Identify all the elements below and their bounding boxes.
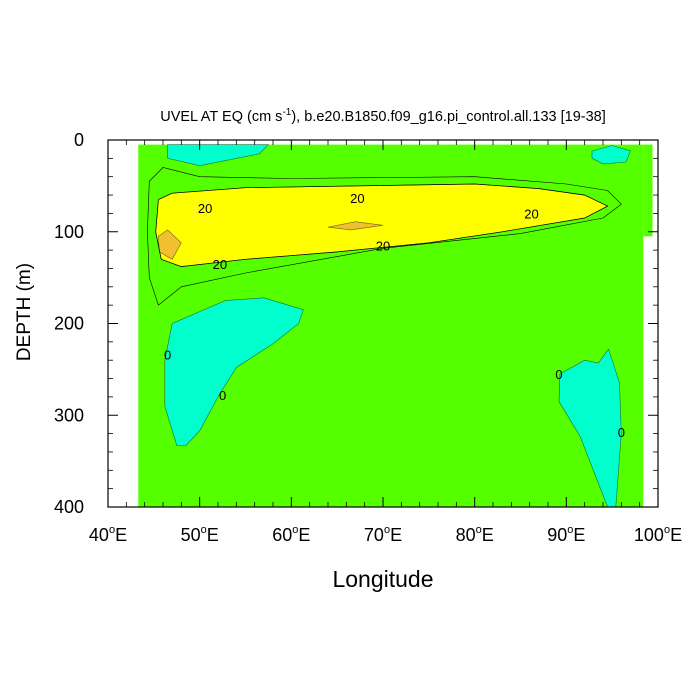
region-band-40-plus-core xyxy=(327,221,384,231)
base-field-edge xyxy=(643,144,653,237)
contour-line-10 xyxy=(147,167,622,306)
contour-labels: 20 20 20 20 20 0 0 0 0 xyxy=(164,191,625,440)
x-axis-label: Longitude xyxy=(332,566,433,592)
contour-label: 20 xyxy=(198,201,212,216)
contour-lines xyxy=(147,167,622,306)
x-tick-label: 50oE xyxy=(181,524,219,545)
region-negative-mid-left xyxy=(164,297,304,446)
y-tick-label: 400 xyxy=(54,497,84,517)
contour-label: 0 xyxy=(618,425,625,440)
plot-area xyxy=(138,144,653,508)
x-tick-label: 90oE xyxy=(547,524,585,545)
y-tick-label: 100 xyxy=(54,222,84,242)
contour-label: 20 xyxy=(350,191,364,206)
x-axis-ticks: 40oE 50oE 60oE 70oE 80oE 90oE 100oE xyxy=(89,140,682,545)
contour-label: 20 xyxy=(213,257,227,272)
y-tick-label: 0 xyxy=(74,130,84,150)
chart-title: UVEL AT EQ (cm s-1), b.e20.B1850.f09_g16… xyxy=(160,107,606,125)
x-tick-label: 60oE xyxy=(272,524,310,545)
contour-label: 0 xyxy=(219,388,226,403)
x-tick-label: 40oE xyxy=(89,524,127,545)
contour-label: 0 xyxy=(164,348,171,363)
y-tick-label: 200 xyxy=(54,314,84,334)
region-negative-deep-right xyxy=(558,348,622,508)
contour-line-20 xyxy=(155,183,609,267)
x-tick-label: 100oE xyxy=(634,524,682,545)
contour-label: 0 xyxy=(555,367,562,382)
y-tick-label: 300 xyxy=(54,405,84,425)
x-tick-label: 80oE xyxy=(456,524,494,545)
x-tick-label: 70oE xyxy=(364,524,402,545)
y-axis-label: DEPTH (m) xyxy=(14,263,35,361)
region-negative-surface-right xyxy=(591,145,631,165)
contour-label: 20 xyxy=(376,239,390,254)
region-negative-surface-left xyxy=(167,144,270,167)
contour-label: 20 xyxy=(524,206,538,221)
